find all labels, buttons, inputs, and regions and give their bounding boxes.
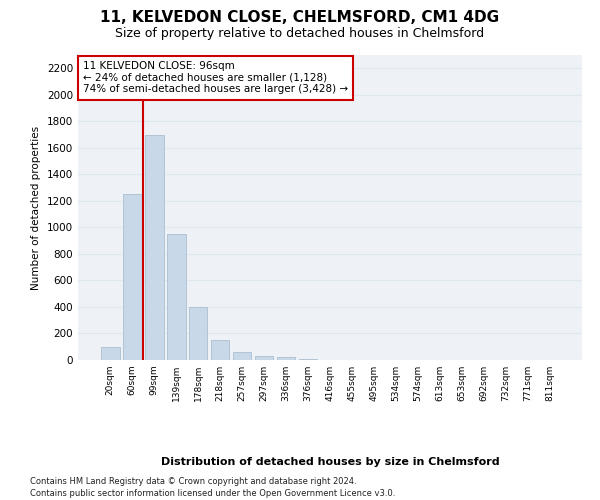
Bar [145, 134, 164, 360]
Text: Contains public sector information licensed under the Open Government Licence v3: Contains public sector information licen… [30, 489, 395, 498]
Text: Size of property relative to detached houses in Chelmsford: Size of property relative to detached ho… [115, 28, 485, 40]
Text: 11 KELVEDON CLOSE: 96sqm
← 24% of detached houses are smaller (1,128)
74% of sem: 11 KELVEDON CLOSE: 96sqm ← 24% of detach… [83, 61, 348, 94]
Text: Contains HM Land Registry data © Crown copyright and database right 2024.: Contains HM Land Registry data © Crown c… [30, 478, 356, 486]
Bar [101, 346, 119, 360]
Y-axis label: Number of detached properties: Number of detached properties [31, 126, 41, 290]
Text: 11, KELVEDON CLOSE, CHELMSFORD, CM1 4DG: 11, KELVEDON CLOSE, CHELMSFORD, CM1 4DG [100, 10, 500, 25]
X-axis label: Distribution of detached houses by size in Chelmsford: Distribution of detached houses by size … [161, 457, 499, 467]
Bar [255, 356, 274, 360]
Bar [233, 352, 251, 360]
Bar [167, 234, 185, 360]
Bar [123, 194, 142, 360]
Bar [211, 340, 229, 360]
Bar [277, 358, 295, 360]
Bar [189, 307, 208, 360]
